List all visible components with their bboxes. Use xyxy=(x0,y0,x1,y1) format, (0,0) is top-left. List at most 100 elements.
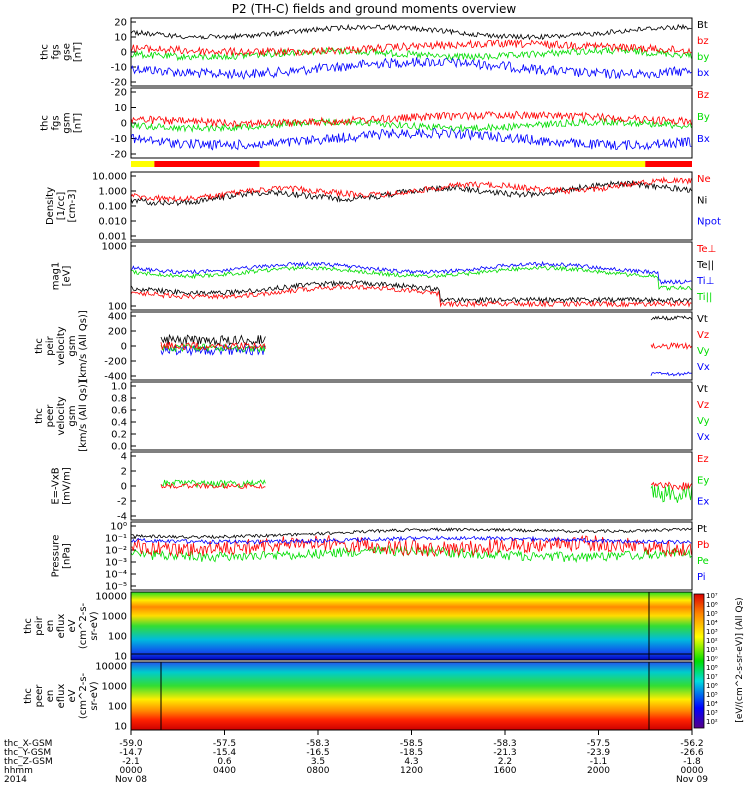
ylabel-line: en xyxy=(45,690,56,703)
ylabel-line: thc xyxy=(40,44,51,60)
figure-title: P2 (TH-C) fields and ground moments over… xyxy=(232,2,517,16)
ylabel-line: sr-eV) xyxy=(89,681,100,710)
legend-entry: Vz xyxy=(697,400,709,411)
xtick-label: -58.5 xyxy=(400,739,423,749)
panel-frame xyxy=(130,381,693,451)
trace-ni xyxy=(130,179,692,207)
panel-ylabel: thc fgs gsm [nT] xyxy=(40,112,84,133)
xtick-label: 1600 xyxy=(494,766,517,776)
ylabel-line: velocity xyxy=(56,326,67,365)
ylabel-line: [cm-3] xyxy=(67,189,78,222)
legend-entry: Ti⊥ xyxy=(696,276,714,287)
panel-yticks: 20 10 0 -10 -20 xyxy=(111,18,136,89)
trace-bx xyxy=(130,127,692,151)
ylabel-line: gsm xyxy=(62,112,73,133)
trace-vx-end xyxy=(650,371,692,377)
ytick-label: 1000 xyxy=(102,242,127,253)
ylabel-line: [eV] xyxy=(62,266,73,287)
panel-legend: Ez Ey Ex xyxy=(697,454,709,508)
ylabel-line: eV xyxy=(67,619,78,632)
electron-spectrogram xyxy=(131,662,692,730)
panel-yticks: 20 10 0 -10 -20 xyxy=(111,88,136,161)
trace-bz xyxy=(130,39,692,57)
ytick-label: 1.0 xyxy=(111,382,127,393)
ytick-label: 10 xyxy=(114,652,127,663)
legend-entry: Pe xyxy=(697,556,709,567)
panel-efield: E=-VxB [mV/m] 4 2 0 -2 -4 Ez Ey Ex xyxy=(51,451,709,523)
panel-frame xyxy=(130,87,693,159)
legend-entry: Te|| xyxy=(696,260,714,271)
ylabel-line: gse xyxy=(62,43,73,61)
panel-traces xyxy=(130,176,692,207)
panel-ylabel: thc peer en eflux eV (cm^2-s-sr-eV) xyxy=(23,672,100,719)
ytick-label: -10 xyxy=(111,134,127,145)
panel-traces xyxy=(131,662,692,730)
ylabel-line: peir xyxy=(45,335,56,355)
ylabel-line: peer xyxy=(45,404,56,428)
ion-spectrogram xyxy=(131,592,692,660)
xtick-label: 1200 xyxy=(400,766,423,776)
xtick-label: -2.1 xyxy=(122,757,140,767)
ylabel-line: peer xyxy=(34,684,45,708)
legend-entry: Vx xyxy=(697,362,710,373)
panel-traces xyxy=(130,260,692,308)
panel-ylabel: thc peer velocity gsm [km/s (All Qs)] xyxy=(34,380,89,452)
trace-ez-end xyxy=(650,481,693,492)
xtick-label: 2.2 xyxy=(498,757,512,767)
xtick-label: 0.6 xyxy=(217,757,232,767)
ytick-label: 0.001 xyxy=(98,232,127,243)
panel-ylabel: Density [1/cc] [cm-3] xyxy=(45,187,78,225)
trace-ti-perp xyxy=(130,260,692,285)
ylabel-line: thc xyxy=(34,338,45,354)
xtick-label: 3.5 xyxy=(311,757,325,767)
colorbar-tick: 10² xyxy=(706,718,718,726)
panel-peer-velocity: thc peer velocity gsm [km/s (All Qs)] 1.00.80… xyxy=(34,380,710,452)
xtick-label: -21.3 xyxy=(493,748,516,758)
xaxis-row-label: 2014 xyxy=(4,775,27,785)
ylabel-line: Density xyxy=(45,187,56,225)
trace-pb xyxy=(130,534,692,558)
colorbar-tick: 10⁰ xyxy=(706,655,718,663)
panel-density: Density [1/cc] [cm-3] 10.000 1.000 0.100 0.010… xyxy=(45,171,721,243)
xtick-label: 0000 xyxy=(681,766,704,776)
mode-segment xyxy=(154,161,260,167)
legend-entry: Vt xyxy=(697,384,708,395)
panel-frame xyxy=(130,591,693,661)
trace-vz xyxy=(160,342,266,351)
xtick-label: 0000 xyxy=(120,766,143,776)
panel-ylabel: thc fgs gse [nT] xyxy=(40,42,84,62)
ylabel-line: E=-VxB xyxy=(51,467,62,504)
ytick-label: -400 xyxy=(104,372,127,383)
legend-entry: By xyxy=(697,112,710,123)
panel-yticks: 400 200 0 -200 -400 xyxy=(104,312,136,383)
ylabel-line: eV xyxy=(67,689,78,702)
ytick-label: -20 xyxy=(111,78,127,89)
trace-ti-par xyxy=(130,265,692,291)
legend-entry: by xyxy=(697,52,709,63)
ytick-label: 0 xyxy=(121,119,127,130)
panel-peir-velocity: thc peir velocity gsm [km/s (All Qs)] 400 200 0… xyxy=(34,310,710,382)
legend-entry: Pt xyxy=(697,524,707,535)
xtick-label: -23.9 xyxy=(587,748,611,758)
panel-frame xyxy=(130,17,693,87)
ylabel-line: en xyxy=(45,620,56,633)
ylabel-line: [mV/m] xyxy=(62,467,73,505)
panel-yticks: 1.00.80.60.40.20.0 xyxy=(111,382,136,453)
legend-entry: Bx xyxy=(697,134,710,145)
colorbar-tick: 10⁴ xyxy=(706,619,718,627)
panel-peer-spec: thc peer en eflux eV (cm^2-s-sr-eV)1000010001… xyxy=(23,661,693,733)
colorbar-tick: 10¹ xyxy=(706,646,718,654)
panel-traces xyxy=(130,110,692,151)
panel-frame xyxy=(130,241,693,311)
xtick-label: -1.1 xyxy=(590,757,608,767)
trace-bx xyxy=(130,57,692,80)
panel-legend: Te⊥ Te|| Ti⊥ Ti|| xyxy=(696,244,716,303)
ytick-label: 10⁻³ xyxy=(105,558,127,569)
ytick-label: 10 xyxy=(114,33,127,44)
xaxis-row-label: thc_Z-GSM xyxy=(4,757,53,767)
legend-entry: Bt xyxy=(697,20,708,31)
ytick-label: 0.2 xyxy=(111,430,127,441)
mode-segment xyxy=(645,161,692,167)
colorbar: 10⁷10⁶10⁵10⁴10³10²10¹10⁰10⁸10⁷10⁶10⁵10⁴1… xyxy=(693,592,745,729)
